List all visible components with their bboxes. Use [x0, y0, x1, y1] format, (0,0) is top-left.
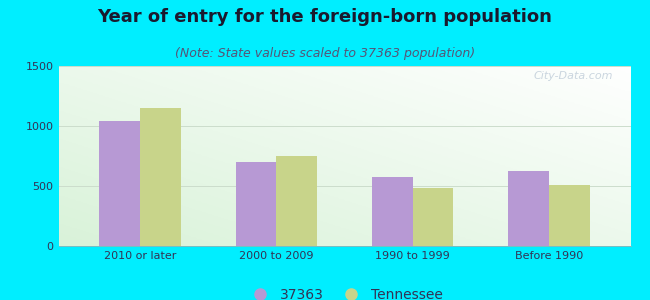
Text: City-Data.com: City-Data.com: [534, 71, 614, 81]
Text: (Note: State values scaled to 37363 population): (Note: State values scaled to 37363 popu…: [175, 46, 475, 59]
Text: Year of entry for the foreign-born population: Year of entry for the foreign-born popul…: [98, 8, 552, 26]
Bar: [276, 156, 317, 246]
Bar: [549, 185, 590, 246]
Bar: [372, 177, 413, 246]
Legend: 37363, Tennessee: 37363, Tennessee: [240, 282, 448, 300]
Bar: [140, 108, 181, 246]
Bar: [235, 162, 276, 246]
Bar: [413, 188, 454, 246]
Bar: [99, 121, 140, 246]
Bar: [508, 171, 549, 246]
